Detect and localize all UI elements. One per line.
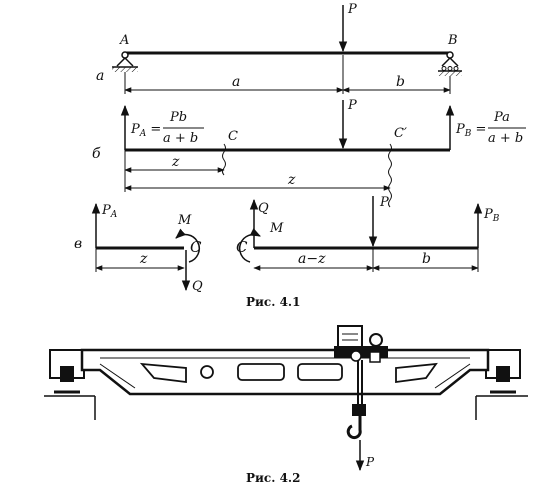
subfigure-v: в PA M C Q z Q M C P PB a−z b (74, 195, 500, 294)
reaction-pb-v-symbol: P (483, 207, 493, 222)
subfigure-b-label: б (92, 146, 101, 162)
pin-support-a-icon (112, 51, 138, 72)
z-short-label: z (171, 154, 180, 170)
support-b-label: B (447, 33, 458, 48)
load-label-a: P (347, 2, 357, 17)
z-v-label: z (139, 251, 148, 267)
reaction-pa-v-label: PA (101, 203, 118, 220)
reaction-pa-v-symbol: P (101, 203, 111, 218)
span-b-v-label: b (422, 251, 431, 267)
left-rail-support-icon (44, 349, 96, 420)
section-mark-c-prime (388, 143, 392, 208)
moment-left-label: M (177, 213, 192, 228)
moment-arrow-left-icon (175, 228, 200, 263)
z-long-label: z (287, 172, 296, 188)
load-label-v: P (379, 195, 389, 210)
moment-arrow-right-icon (238, 227, 261, 263)
trolley-icon (334, 325, 388, 363)
moment-right-label: M (269, 221, 284, 236)
reaction-pa-label: PA = (130, 122, 161, 139)
section-right-label: C (236, 238, 248, 256)
section-c-prime-label: C′ (394, 126, 407, 141)
figure-2-caption: Рис. 4.2 (246, 471, 300, 485)
span-b-label: b (396, 74, 405, 90)
reaction-pb-symbol: P (455, 122, 465, 137)
subfigure-b: б PA = Pb a + b PB = Pa a + b P C C′ z z (92, 98, 526, 208)
crane-girder (80, 348, 490, 396)
shear-right-label: Q (258, 201, 269, 216)
hook-icon (346, 360, 366, 440)
subfigure-a: а A B P a (96, 2, 462, 94)
section-left-label: C (190, 238, 202, 256)
figure-2-crane: P (44, 325, 528, 472)
figure-1-caption: Рис. 4.1 (246, 295, 300, 309)
reaction-pb-label: PB = (455, 122, 486, 139)
shear-left-label: Q (192, 279, 203, 294)
reaction-pa-symbol: P (130, 122, 140, 137)
reaction-pb-subscript: B (464, 129, 472, 139)
reaction-pb-numerator: Pa (493, 110, 510, 125)
reaction-pa-numerator: Pb (169, 110, 187, 125)
section-c-label: C (228, 129, 238, 144)
reaction-pa-subscript: A (139, 129, 147, 139)
load-label-crane: P (365, 455, 375, 469)
support-a-label: A (119, 33, 129, 48)
reaction-pb-v-label: PB (483, 207, 500, 224)
reaction-pa-denominator: a + b (163, 131, 198, 146)
subfigure-v-label: в (74, 236, 82, 252)
load-label-b: P (347, 98, 357, 113)
span-a-minus-z-label: a−z (298, 251, 326, 267)
subfigure-a-label: а (96, 68, 104, 84)
reaction-pb-denominator: a + b (488, 131, 523, 146)
reaction-pa-v-subscript: A (110, 210, 118, 220)
girder-openings-icon (139, 362, 438, 384)
roller-support-b-icon (438, 51, 462, 76)
span-a-label: a (232, 74, 240, 90)
reaction-pb-v-subscript: B (492, 214, 500, 224)
